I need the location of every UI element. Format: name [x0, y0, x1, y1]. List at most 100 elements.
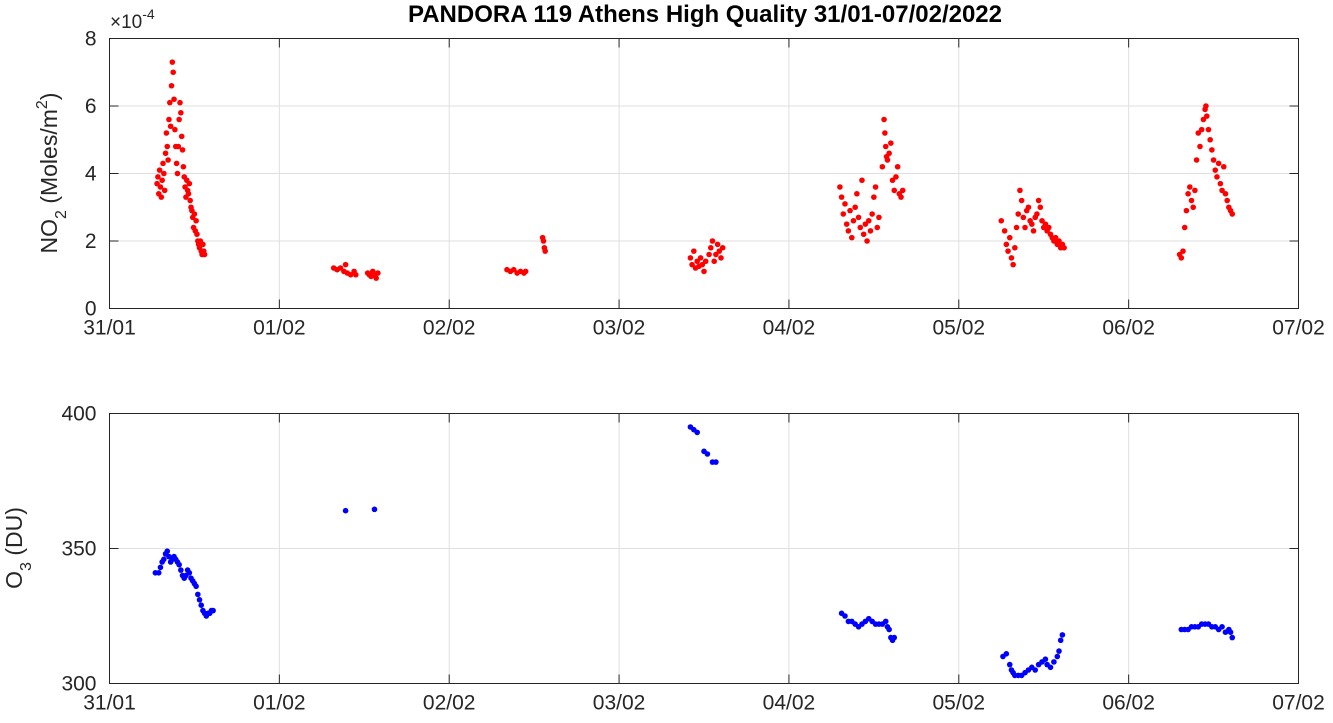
no2-data-point — [872, 184, 879, 190]
o3-data-point — [195, 591, 201, 598]
no2-x-tick-label: 06/02 — [1102, 317, 1155, 340]
o3-x-tick-label: 31/01 — [83, 692, 136, 715]
no2-data-point — [1052, 234, 1059, 241]
o3-data-point — [1056, 648, 1062, 654]
no2-data-point — [706, 251, 712, 258]
o3-y-tick-label: 350 — [61, 538, 96, 561]
no2-data-point — [1001, 228, 1008, 234]
no2-exponent: ×10-4 — [110, 6, 155, 33]
no2-data-point — [1197, 143, 1203, 150]
no2-data-point — [170, 69, 176, 76]
o3-data-point — [1047, 664, 1054, 671]
no2-data-point — [157, 184, 164, 190]
no2-y-axis-label: NO2 (Moles/m2) — [34, 93, 70, 254]
no2-data-point — [691, 248, 697, 254]
no2-data-point — [1013, 224, 1020, 231]
o3-data-point — [891, 634, 898, 641]
no2-data-point — [200, 241, 206, 248]
no2-data-point — [867, 228, 874, 234]
no2-data-point — [156, 167, 163, 173]
no2-data-point — [1180, 248, 1186, 254]
no2-data-point — [161, 187, 168, 194]
o3-data-point — [704, 451, 711, 457]
no2-data-point — [347, 271, 354, 278]
no2-y-tick-label: 8 — [85, 28, 97, 51]
no2-data-point — [701, 268, 707, 275]
o3-x-tick-label: 01/02 — [253, 692, 306, 715]
o3-data-point — [1042, 656, 1049, 662]
o3-data-point — [193, 583, 199, 590]
no2-data-point — [869, 211, 875, 217]
no2-y-tick-label: 4 — [85, 163, 97, 186]
no2-data-point — [709, 238, 716, 244]
no2-data-point — [711, 258, 717, 265]
no2-data-point — [163, 130, 170, 136]
no2-data-point — [852, 204, 858, 211]
no2-y-tick-label: 6 — [85, 95, 97, 118]
no2-y-tick-label: 2 — [85, 230, 97, 253]
o3-data-point — [694, 429, 701, 436]
no2-data-point — [542, 248, 548, 254]
no2-data-point — [166, 116, 172, 123]
no2-data-point — [838, 194, 845, 200]
no2-data-point — [713, 251, 719, 258]
o3-data-point — [1219, 624, 1225, 630]
no2-data-point — [1042, 221, 1049, 227]
o3-data-point — [1003, 651, 1010, 657]
no2-data-point — [881, 116, 887, 123]
no2-data-point — [1222, 190, 1229, 197]
no2-data-point — [1017, 187, 1023, 194]
o3-data-point — [1032, 667, 1039, 673]
no2-data-point — [855, 214, 862, 221]
no2-data-point — [1203, 113, 1210, 119]
no2-data-point — [154, 180, 160, 187]
no2-data-point — [876, 214, 882, 221]
o3-x-tick-label: 03/02 — [593, 692, 646, 715]
no2-data-point — [697, 255, 704, 261]
o3-data-point — [176, 561, 182, 568]
no2-data-point — [161, 170, 167, 177]
no2-data-point — [859, 177, 865, 184]
no2-data-point — [707, 244, 714, 251]
no2-data-point — [1029, 221, 1035, 227]
no2-data-point — [894, 163, 901, 170]
no2-x-tick-label: 02/02 — [423, 317, 476, 340]
no2-data-point — [687, 255, 694, 261]
no2-data-point — [167, 123, 174, 130]
o3-data-point — [371, 506, 378, 513]
no2-data-point — [898, 194, 904, 200]
no2-data-point — [178, 133, 185, 140]
no2-data-point — [1219, 187, 1225, 194]
no2-data-point — [1035, 197, 1042, 204]
no2-data-point — [1010, 261, 1016, 268]
no2-data-point — [840, 211, 847, 217]
no2-data-point — [842, 201, 848, 207]
no2-data-point — [1030, 228, 1037, 234]
o3-x-tick-label: 04/02 — [763, 692, 816, 715]
o3-data-point — [196, 597, 203, 603]
no2-data-point — [342, 261, 349, 268]
o3-data-point — [842, 613, 848, 619]
no2-data-point — [1198, 126, 1205, 133]
no2-data-point — [857, 224, 864, 231]
o3-data-point — [210, 607, 216, 614]
no2-data-point — [891, 187, 898, 194]
no2-data-point — [1183, 207, 1190, 214]
o3-data-point — [1057, 637, 1064, 644]
no2-x-tick-label: 31/01 — [83, 317, 136, 340]
no2-data-point — [1207, 136, 1213, 143]
o3-data-point — [882, 618, 889, 625]
o3-x-tick-label: 02/02 — [423, 692, 476, 715]
no2-data-point — [155, 174, 161, 180]
no2-data-point — [169, 59, 176, 65]
no2-data-point — [719, 244, 726, 251]
o3-panel: 31/01 01/02 02/02 03/02 04/02 05/02 06/02 07/02… — [1, 403, 1325, 715]
no2-data-point — [879, 163, 886, 170]
o3-data-point — [161, 556, 167, 563]
no2-data-point — [886, 150, 892, 157]
o3-y-tick-label: 300 — [61, 673, 96, 696]
no2-data-point — [714, 241, 721, 248]
no2-data-point — [1217, 180, 1224, 187]
o3-data-point — [1059, 632, 1066, 638]
